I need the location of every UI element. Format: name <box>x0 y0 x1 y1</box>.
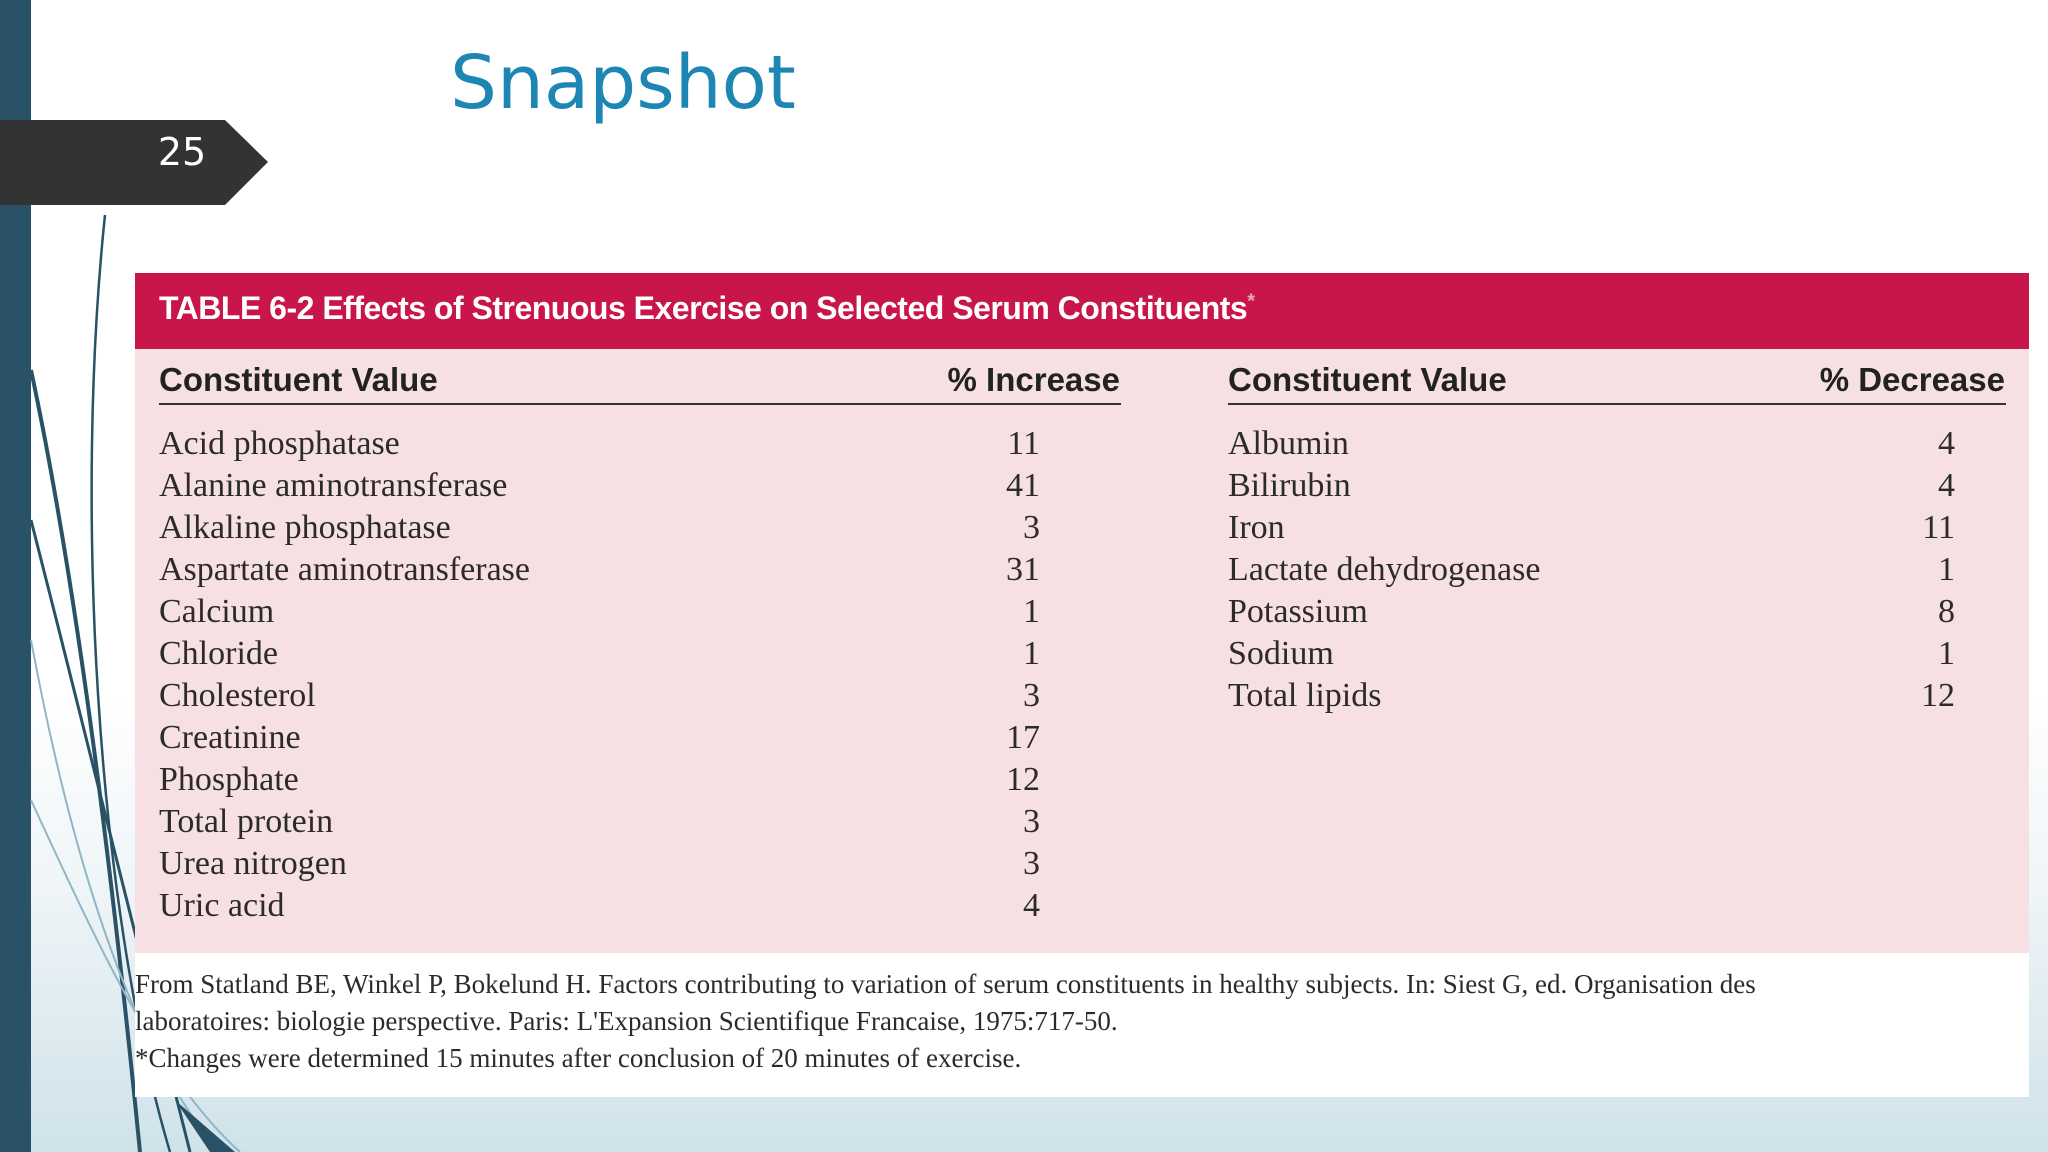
column-header-constituent-right: Constituent Value <box>1228 361 1507 398</box>
table-cell: 11 <box>1007 425 1040 462</box>
table-cell: 41 <box>1006 467 1040 504</box>
table-cell: 3 <box>1023 677 1040 714</box>
table-row: Sodium <box>1228 635 1334 672</box>
table-row: Calcium <box>159 593 275 630</box>
table-row: Cholesterol <box>159 677 316 714</box>
table-row: Uric acid <box>159 887 285 924</box>
increase-names: Acid phosphatase Alanine aminotransferas… <box>159 423 719 927</box>
table-cell: 12 <box>1921 677 1955 714</box>
table-row: Alkaline phosphatase <box>159 509 451 546</box>
table-footnote: From Statland BE, Winkel P, Bokelund H. … <box>135 966 2005 1077</box>
table-cell: 4 <box>1938 425 1955 462</box>
table-cell: 31 <box>1006 551 1040 588</box>
table-caption-marker: * <box>1247 290 1255 313</box>
header-rule-right <box>1228 403 2006 405</box>
slide-title: Snapshot <box>450 40 796 126</box>
table-cell: 4 <box>1938 467 1955 504</box>
table-row: Acid phosphatase <box>159 425 400 462</box>
table-cell: 8 <box>1938 593 1955 630</box>
slide-number-tab <box>0 120 268 205</box>
table-row: Total protein <box>159 803 334 840</box>
slide-number: 25 <box>157 130 207 174</box>
table-cell: 3 <box>1023 803 1040 840</box>
table-caption-text: TABLE 6-2 Effects of Strenuous Exercise … <box>159 290 1248 326</box>
table-cell: 1 <box>1938 635 1955 672</box>
table-cell: 1 <box>1023 593 1040 630</box>
footnote-line: *Changes were determined 15 minutes afte… <box>135 1043 1022 1073</box>
table-row: Urea nitrogen <box>159 845 347 882</box>
table-row: Total lipids <box>1228 677 1382 714</box>
table-row: Albumin <box>1228 425 1349 462</box>
table-row: Bilirubin <box>1228 467 1351 504</box>
column-header-decrease: % Decrease <box>1819 361 2005 398</box>
decrease-values: 4 4 11 1 8 1 12 <box>1855 423 1955 717</box>
table-cell: 12 <box>1006 761 1040 798</box>
serum-table: TABLE 6-2 Effects of Strenuous Exercise … <box>135 273 2029 1097</box>
table-cell: 3 <box>1023 509 1040 546</box>
header-rule-left <box>159 403 1121 405</box>
increase-values: 11 41 3 31 1 1 3 17 12 3 3 4 <box>905 423 1040 927</box>
table-cell: 1 <box>1023 635 1040 672</box>
table-body <box>135 349 2029 953</box>
table-row: Chloride <box>159 635 278 672</box>
table-row: Lactate dehydrogenase <box>1228 551 1541 588</box>
footnote-line: laboratoires: biologie perspective. Pari… <box>135 1006 1118 1036</box>
table-row: Aspartate aminotransferase <box>159 551 530 588</box>
table-row: Creatinine <box>159 719 301 756</box>
column-header-increase: % Increase <box>947 361 1120 398</box>
table-cell: 11 <box>1922 509 1955 546</box>
table-row: Phosphate <box>159 761 299 798</box>
table-row: Iron <box>1228 509 1285 546</box>
table-caption-bar: TABLE 6-2 Effects of Strenuous Exercise … <box>135 273 2029 349</box>
table-caption: TABLE 6-2 Effects of Strenuous Exercise … <box>159 290 1255 327</box>
table-row: Potassium <box>1228 593 1368 630</box>
table-cell: 3 <box>1023 845 1040 882</box>
table-cell: 4 <box>1023 887 1040 924</box>
footnote-line: From Statland BE, Winkel P, Bokelund H. … <box>135 969 1756 999</box>
decrease-names: Albumin Bilirubin Iron Lactate dehydroge… <box>1228 423 1728 717</box>
table-cell: 1 <box>1938 551 1955 588</box>
column-header-constituent-left: Constituent Value <box>159 361 438 398</box>
table-cell: 17 <box>1006 719 1040 756</box>
table-row: Alanine aminotransferase <box>159 467 508 504</box>
